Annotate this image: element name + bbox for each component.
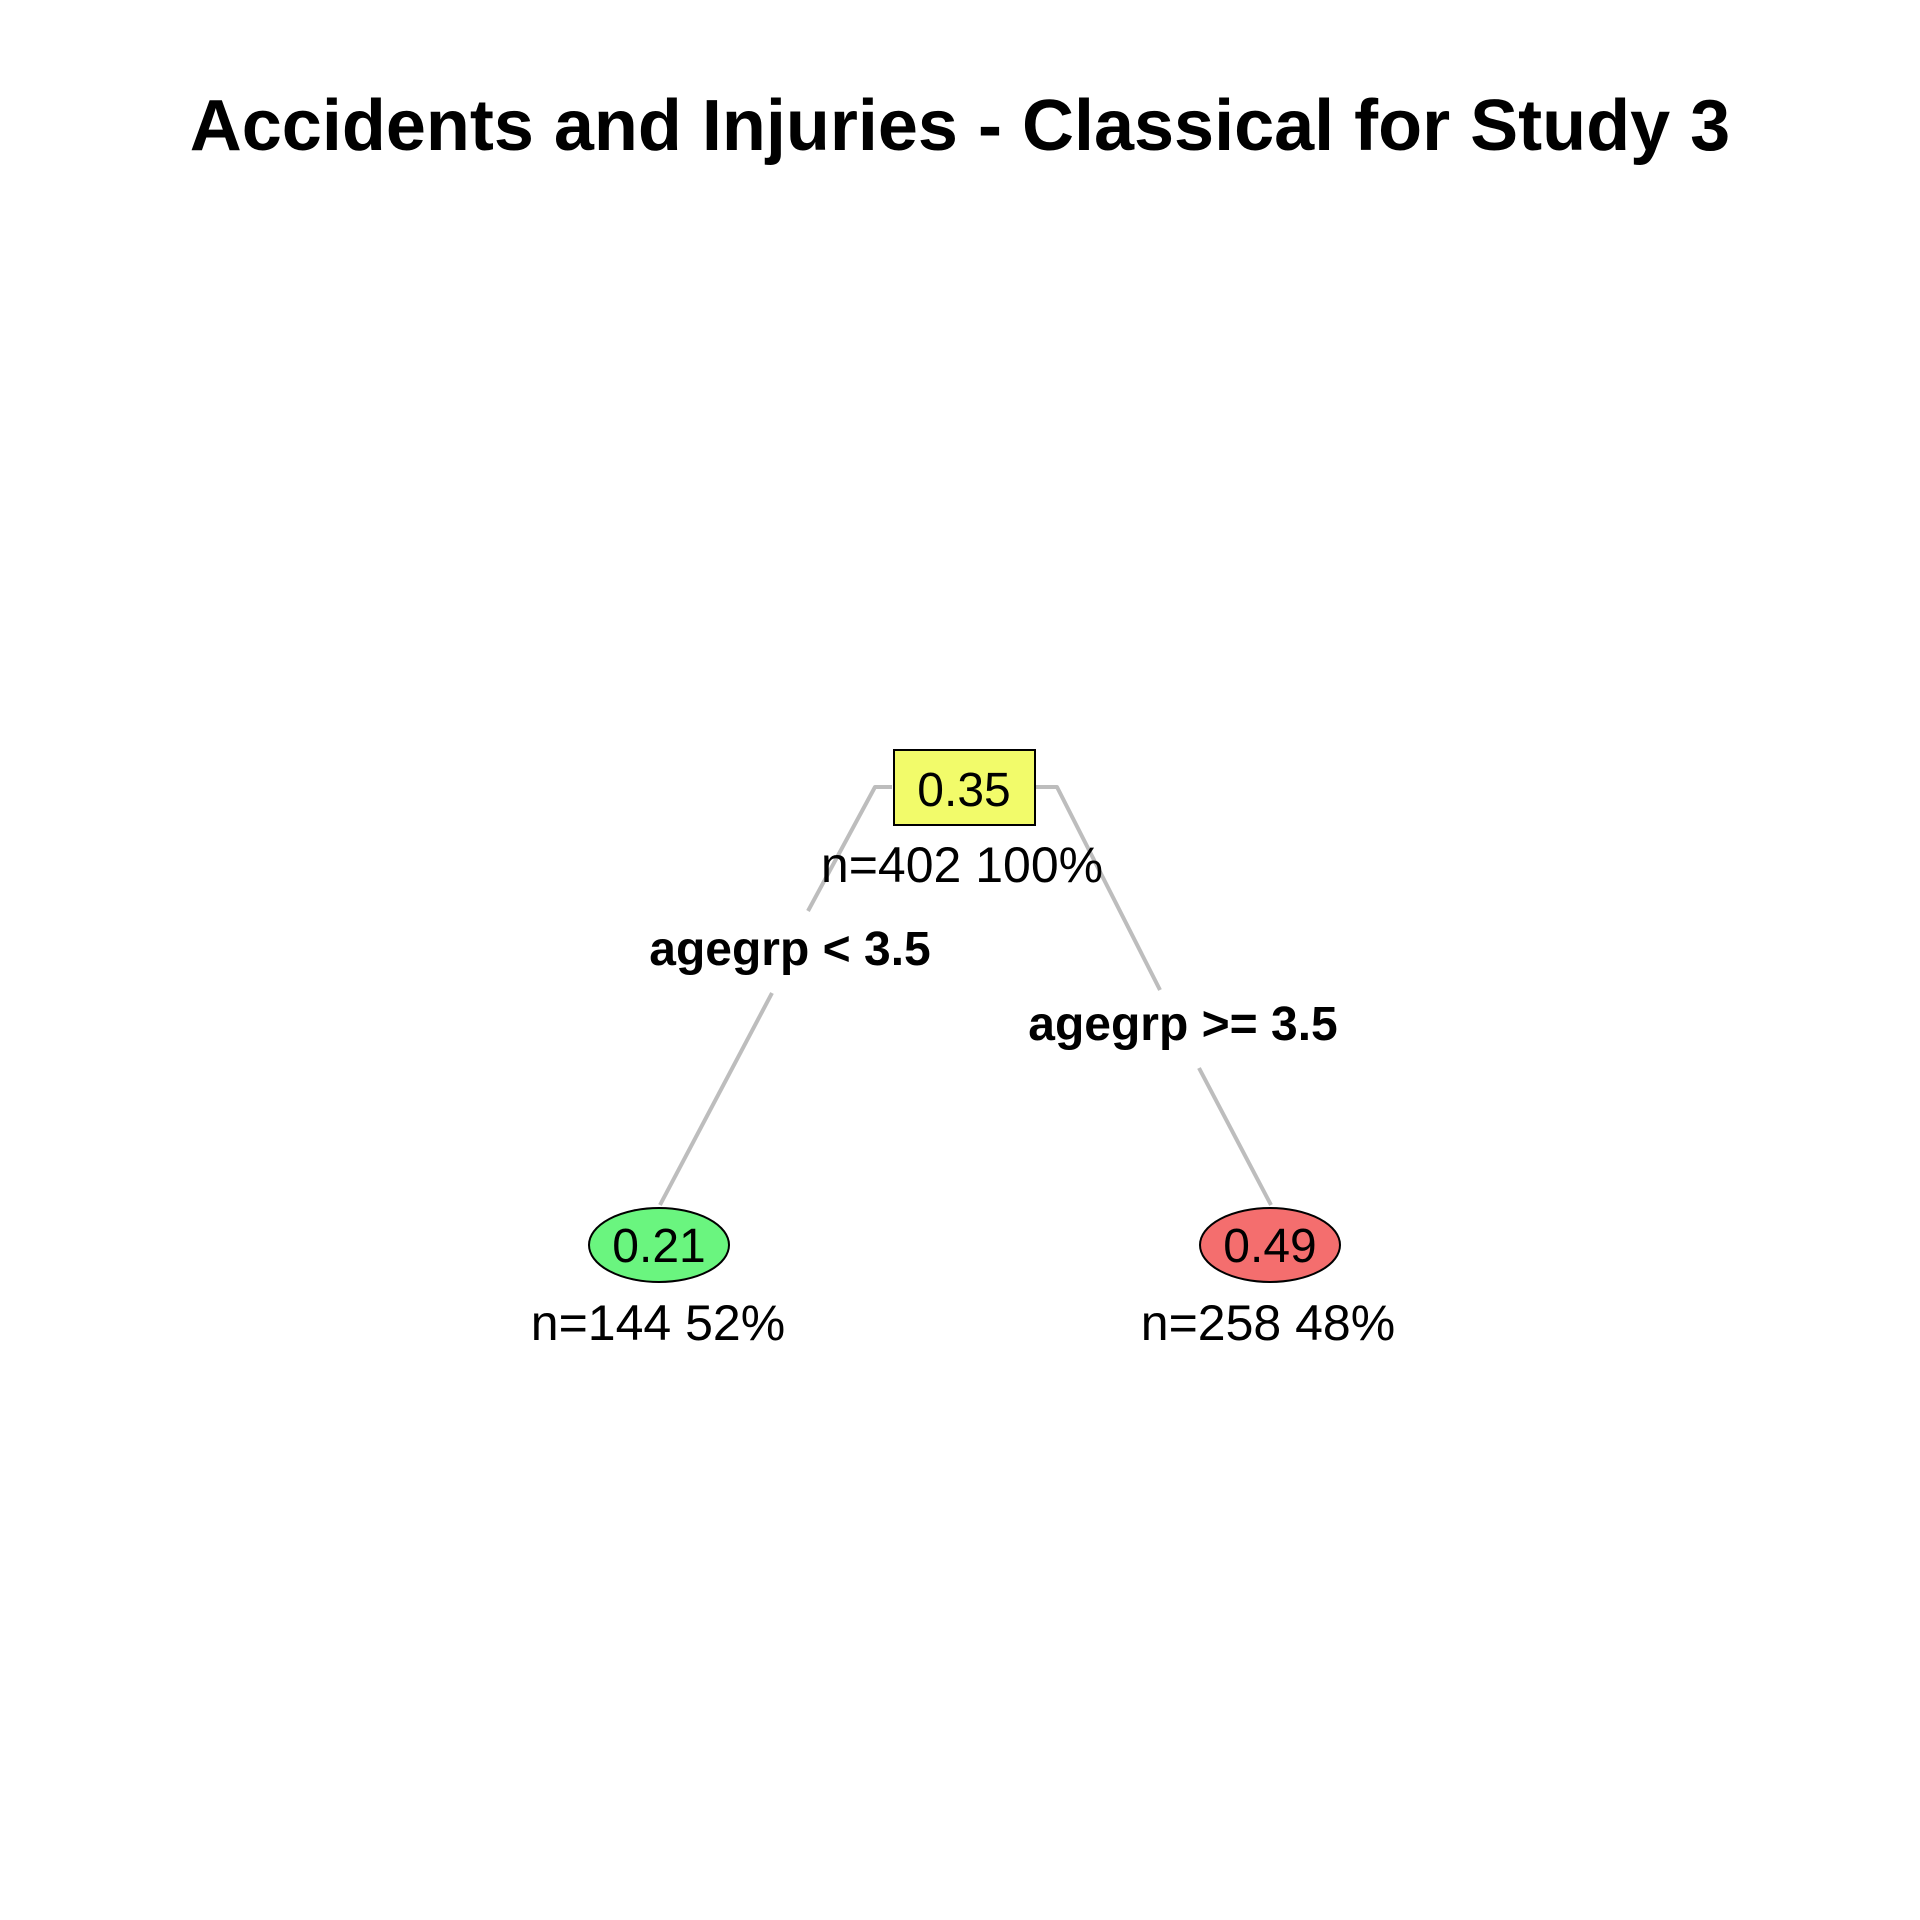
leaf-node-right: 0.49 n=258 48% bbox=[1141, 1207, 1395, 1351]
leaf-node-left-ellipse bbox=[588, 1207, 730, 1283]
leaf-node-left: 0.21 n=144 52% bbox=[531, 1207, 785, 1351]
root-node: 0.35 n=402 100% bbox=[821, 749, 1103, 893]
leaf-node-right-ellipse bbox=[1199, 1207, 1341, 1283]
edge-right bbox=[1036, 785, 1162, 991]
leaf-node-left-count: n=144 52% bbox=[531, 1295, 785, 1351]
edge-right-lower bbox=[1197, 1067, 1273, 1206]
split-label-left: agegrp < 3.5 bbox=[649, 923, 930, 976]
root-node-box bbox=[893, 749, 1036, 826]
leaf-node-right-count: n=258 48% bbox=[1141, 1295, 1395, 1351]
page-title: Accidents and Injuries - Classical for S… bbox=[190, 86, 1730, 166]
split-label-right: agegrp >= 3.5 bbox=[1028, 998, 1338, 1051]
edge-left bbox=[806, 785, 892, 912]
root-node-value: 0.35 bbox=[917, 764, 1010, 817]
edge-left-lower bbox=[658, 992, 774, 1206]
leaf-node-left-value: 0.21 bbox=[612, 1220, 705, 1273]
leaf-node-right-value: 0.49 bbox=[1223, 1220, 1316, 1273]
tree-edges bbox=[658, 785, 1273, 1206]
root-node-count: n=402 100% bbox=[821, 837, 1103, 893]
